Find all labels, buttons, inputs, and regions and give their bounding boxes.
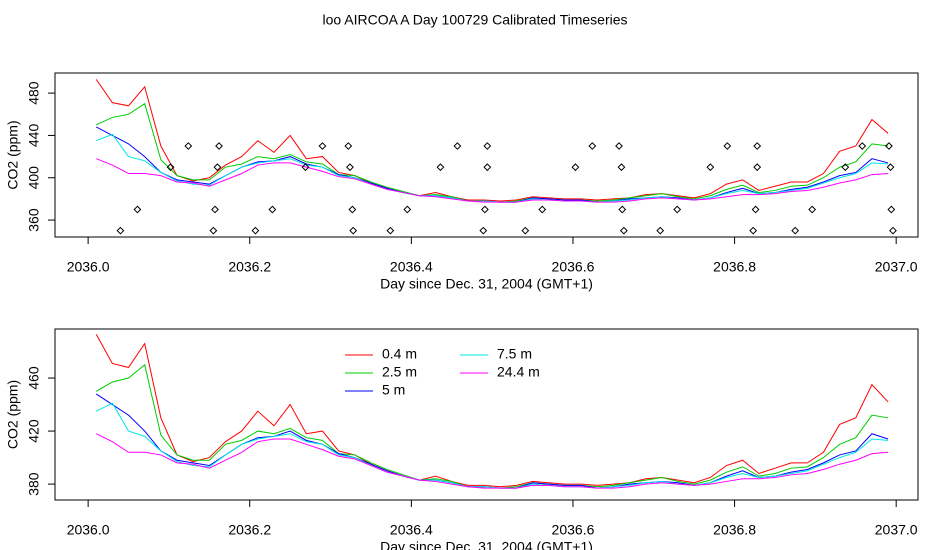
x-axis-label: Day since Dec. 31, 2004 (GMT+1) xyxy=(380,539,593,550)
sample-point xyxy=(133,205,142,214)
page-title: loo AIRCOA A Day 100729 Calibrated Times… xyxy=(322,12,627,28)
sample-point xyxy=(673,205,682,214)
series-line xyxy=(95,79,889,202)
sample-point xyxy=(791,226,800,235)
sample-point xyxy=(749,226,758,235)
sample-point xyxy=(209,226,218,235)
sample-point xyxy=(213,163,222,172)
y-tick-label: 480 xyxy=(26,81,42,105)
sample-point xyxy=(538,205,547,214)
sample-point xyxy=(571,163,580,172)
sample-point xyxy=(479,226,488,235)
series-line xyxy=(95,402,889,489)
x-tick-label: 2036.4 xyxy=(390,259,433,275)
sample-point xyxy=(656,226,665,235)
sample-point xyxy=(588,142,597,150)
x-tick-label: 2036.8 xyxy=(713,522,756,538)
x-tick-label: 2036.2 xyxy=(228,259,271,275)
y-tick-label: 440 xyxy=(26,124,42,148)
sample-point xyxy=(251,226,260,235)
sample-point xyxy=(751,205,760,214)
sample-point xyxy=(349,226,358,235)
x-tick-label: 2036.0 xyxy=(67,522,110,538)
sample-point xyxy=(706,163,715,172)
series-line xyxy=(96,158,889,203)
legend-label: 5 m xyxy=(382,382,405,398)
x-tick-label: 2037.0 xyxy=(875,259,918,275)
sample-point xyxy=(753,142,762,150)
sample-point xyxy=(453,142,462,150)
plot-box xyxy=(54,328,919,501)
sample-point xyxy=(889,226,897,235)
sample-point xyxy=(885,142,893,150)
sample-point xyxy=(887,205,896,214)
legend-label: 24.4 m xyxy=(497,364,540,380)
sample-point xyxy=(618,205,627,214)
y-axis-label: CO2 (ppm) xyxy=(5,120,21,189)
series-line xyxy=(95,433,889,489)
sample-point xyxy=(886,163,895,172)
sample-point xyxy=(858,142,867,150)
sample-point xyxy=(184,142,193,150)
sample-point xyxy=(318,142,327,150)
x-tick-label: 2036.8 xyxy=(713,259,756,275)
y-tick-label: 460 xyxy=(26,366,42,390)
x-tick-label: 2036.6 xyxy=(552,522,595,538)
x-tick-label: 2036.0 xyxy=(67,259,110,275)
sample-point xyxy=(386,226,395,235)
plot-area xyxy=(95,79,897,235)
sample-point xyxy=(348,205,357,214)
x-tick-label: 2036.2 xyxy=(228,522,271,538)
y-tick-label: 400 xyxy=(26,166,42,190)
sample-point xyxy=(215,142,223,150)
sample-point xyxy=(344,142,353,150)
sample-point xyxy=(301,163,310,172)
sample-point xyxy=(480,205,489,214)
y-tick-label: 360 xyxy=(26,208,42,232)
y-axis-label: CO2 (ppm) xyxy=(5,380,21,449)
sample-point xyxy=(617,163,626,172)
x-tick-label: 2037.0 xyxy=(875,522,918,538)
sample-point xyxy=(166,163,175,172)
x-tick-label: 2036.6 xyxy=(552,259,595,275)
x-tick-label: 2036.4 xyxy=(390,522,433,538)
legend-label: 7.5 m xyxy=(497,346,532,362)
x-axis-label: Day since Dec. 31, 2004 (GMT+1) xyxy=(380,276,593,292)
sample-point xyxy=(615,142,623,150)
sample-point xyxy=(483,163,492,172)
plot-area xyxy=(95,334,889,489)
sample-point xyxy=(268,205,277,214)
y-tick-label: 380 xyxy=(26,472,42,496)
sample-point xyxy=(483,142,492,150)
sample-point xyxy=(116,226,125,235)
legend-label: 2.5 m xyxy=(382,364,417,380)
sample-point xyxy=(346,163,354,172)
series-line xyxy=(95,334,889,488)
sample-point xyxy=(403,205,412,214)
sample-point xyxy=(723,142,732,150)
legend-label: 0.4 m xyxy=(382,346,417,362)
sample-point xyxy=(619,226,628,235)
sample-point xyxy=(521,226,530,235)
plot-box xyxy=(54,72,919,238)
y-tick-label: 420 xyxy=(26,419,42,443)
sample-point xyxy=(841,163,850,172)
sample-point xyxy=(211,205,219,214)
series-line xyxy=(96,133,889,203)
sample-point xyxy=(436,163,445,172)
sample-point xyxy=(808,205,817,214)
sample-point xyxy=(753,163,762,172)
